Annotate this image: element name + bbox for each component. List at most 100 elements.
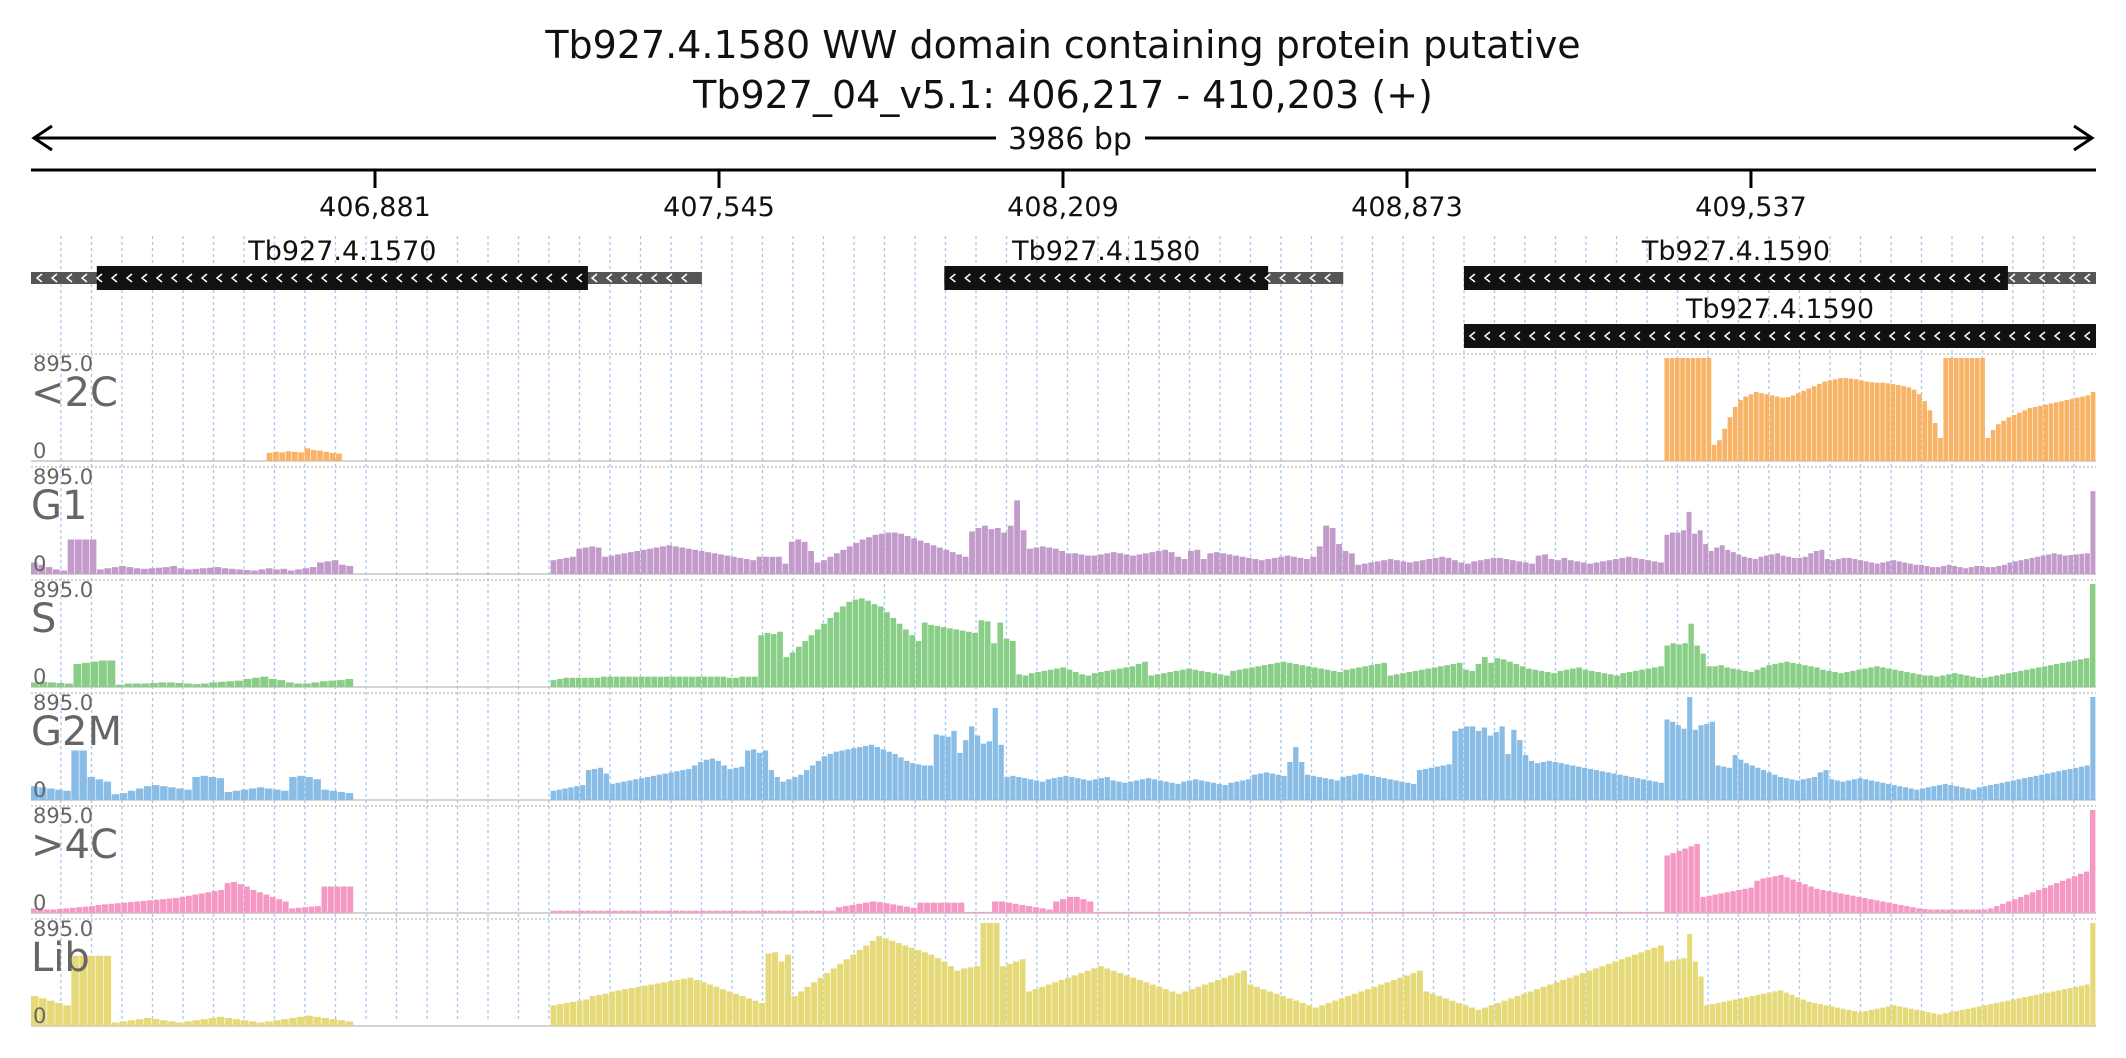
coverage-bar (872, 534, 879, 574)
coverage-bar (589, 546, 596, 574)
coverage-bar (1387, 675, 1394, 687)
coverage-bar (1274, 662, 1280, 687)
coverage-bar (1020, 530, 1027, 574)
coverage-bar (1610, 911, 1617, 913)
coverage-bar (2048, 403, 2054, 461)
coverage-bar (802, 640, 809, 687)
coverage-bar (1726, 767, 1732, 800)
coverage-bar (1261, 665, 1268, 687)
coverage-bar (1982, 909, 1988, 913)
coverage-bar (1626, 672, 1633, 687)
coverage-bar (1513, 663, 1520, 687)
coverage-bar (1957, 567, 1963, 574)
coverage-bar (1475, 730, 1482, 800)
span-length-label: 3986 bp (1008, 122, 1132, 157)
coverage-bar (1592, 968, 1599, 1026)
coverage-bar (2057, 554, 2063, 574)
coverage-bar (1451, 560, 1458, 574)
coverage-bar (1287, 762, 1293, 800)
coverage-bar (217, 681, 226, 687)
coverage-bar (1204, 781, 1211, 800)
coverage-bar (1004, 776, 1010, 800)
coverage-bar (1942, 783, 1948, 800)
coverage-bar (711, 553, 718, 574)
coverage-bar (1864, 381, 1870, 461)
gene-strand-arrows (35, 273, 688, 283)
coverage-bar (1937, 785, 1943, 800)
coverage-bar (1778, 662, 1784, 687)
coverage-bar (866, 537, 872, 574)
coverage-bar (1526, 668, 1532, 687)
coverage-bar (1783, 778, 1789, 800)
coverage-bar (1896, 385, 1901, 461)
coverage-bar (1014, 500, 1021, 574)
coverage-bar (603, 773, 609, 800)
coverage-bar (1999, 782, 2005, 800)
coverage-bar (1743, 763, 1750, 800)
coverage-bar (1925, 1012, 1931, 1026)
coverage-bar (1303, 559, 1310, 574)
coverage-bar (1612, 559, 1619, 574)
coverage-bar (1581, 767, 1588, 800)
coverage-bar (689, 676, 695, 687)
coverage-bar (1168, 552, 1175, 574)
coverage-bar (104, 568, 112, 574)
coverage-bar (1233, 555, 1239, 574)
coverage-bar (1838, 673, 1844, 687)
coverage-bar (1851, 779, 1857, 800)
coverage-bar (1669, 532, 1675, 574)
coverage-bar (1161, 911, 1169, 913)
coverage-bar (869, 940, 876, 1026)
coverage-bar (280, 568, 288, 574)
coverage-bar (2038, 405, 2043, 461)
coverage-bar (1516, 561, 1523, 574)
coverage-bar (720, 676, 727, 687)
coverage-bar (1436, 996, 1443, 1026)
coverage-bar (1907, 563, 1913, 574)
coverage-bar (1681, 728, 1687, 800)
coverage-bar (1381, 662, 1387, 687)
coverage-bar (1954, 786, 1960, 800)
coverage-bar (63, 790, 71, 800)
coverage-bar (2068, 555, 2074, 574)
coverage-bar (2066, 661, 2072, 687)
coverage-bar (817, 977, 824, 1026)
coverage-bar (724, 555, 731, 574)
coverage-bar (1832, 892, 1838, 913)
coverage-bar (340, 886, 347, 913)
coverage-bar (127, 902, 134, 913)
coverage-bar (969, 726, 975, 800)
coverage-bar (921, 765, 928, 800)
coverage-bar (1617, 774, 1623, 800)
coverage-bar (1053, 901, 1060, 913)
coverage-bar (781, 910, 788, 913)
coverage-bar (980, 743, 987, 800)
coverage-bar (2010, 999, 2016, 1026)
coverage-bar (674, 771, 680, 800)
coverage-bar (1730, 668, 1736, 687)
coverage-bar (47, 682, 56, 687)
coverage-bar (947, 628, 953, 687)
coverage-bar (1493, 732, 1499, 800)
coverage-bar (727, 910, 734, 913)
coverage-bar (200, 775, 208, 800)
coverage-bar (184, 789, 192, 800)
coverage-bar (1766, 992, 1772, 1026)
coverage-bar (1772, 663, 1778, 687)
coverage-bar (842, 906, 849, 913)
coverage-bar (1657, 945, 1664, 1026)
coverage-bar (621, 553, 628, 574)
coverage-bar (858, 598, 865, 687)
coverage-bar (1742, 670, 1748, 687)
coverage-bar (1760, 993, 1767, 1026)
coverage-bar (1135, 663, 1142, 687)
coverage-bar (768, 770, 774, 800)
coverage-bar (1440, 765, 1446, 800)
coverage-bar (1063, 775, 1069, 800)
coverage-bar (1059, 550, 1066, 574)
coverage-bar (1270, 911, 1277, 913)
coverage-bar (824, 973, 831, 1026)
coverage-bar (1519, 666, 1526, 687)
coverage-bar (890, 617, 897, 687)
coverage-bar (1234, 973, 1241, 1026)
